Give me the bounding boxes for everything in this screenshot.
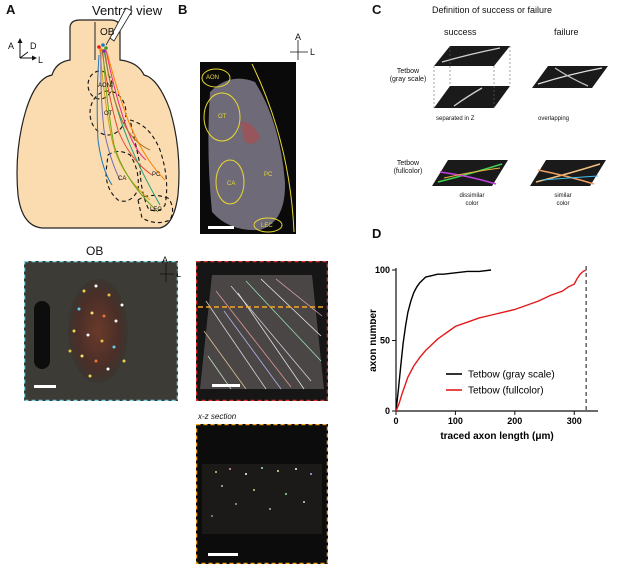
row-gray-label: Tetbow (gray scale) [382,68,434,83]
axon-length-chart: 0 100 200 300 0 50 100 traced axon length (μm) a… [370,265,598,442]
caption-overlapping: overlapping [538,116,570,122]
injection-pipette [105,7,133,46]
panel-a-letter: A [6,2,16,17]
compass-a-d-l [17,38,37,61]
row-full-label-line2: (fullcolor) [393,167,423,175]
panel-c-letter: C [372,2,382,17]
panel-b-letter: B [178,2,188,17]
region-aon: AON [98,83,112,89]
y-tick-label-100: 100 [375,265,390,275]
compass-l-label: L [38,55,44,65]
xz-signal-speckle [202,464,322,534]
xz-section-image [196,424,328,564]
ob-label: OB [100,27,115,38]
caption-similar: similar color [543,193,583,207]
y-axis-label: axon number [370,309,379,372]
ob-glomeruli-dots [68,284,126,378]
axon-volume-image [196,261,328,401]
caption-similar-line2: color [556,201,570,207]
compass-b-a: A [295,32,302,42]
compass-b-l: L [310,47,316,57]
slice-ca: CA [227,181,236,187]
slice-ot: OT [218,114,227,120]
brain-outline [16,19,180,229]
volume-fibers [203,278,323,390]
x-tick-label-0: 0 [393,416,398,426]
brain-schematic [16,7,180,229]
panel-c-title: Definition of success or failure [432,5,553,15]
slice-lec: LEC [261,223,273,229]
xz-section-label: x-z section [198,412,237,421]
row-gray-label-line1: Tetbow [396,68,420,75]
compass-b2-a: A [162,255,169,265]
caption-dissimilar-line2: color [465,201,479,207]
x-axis-label: traced axon length (μm) [440,431,553,442]
compass-a-label: A [8,41,15,51]
series-line-0 [395,269,492,412]
series-line-1 [395,269,587,412]
legend-label-1: Tetbow (fullcolor) [468,386,544,397]
slice-aon: AON [206,75,220,81]
caption-similar-line1: similar [554,193,572,199]
compass-b-top [290,40,308,60]
axon-fibers [96,49,166,213]
slice-region-outlines [201,63,295,233]
row-gray-label-line2: (gray scale) [389,75,427,83]
caption-separated: separated in Z [436,116,475,122]
legend-label-0: Tetbow (gray scale) [468,370,555,381]
row-full-label: Tetbow (fullcolor) [382,160,434,175]
row-full-label-line1: Tetbow [396,160,420,167]
caption-dissimilar-line1: dissimilar [459,193,485,199]
region-pc: PC [152,172,161,178]
col-success: success [444,27,477,37]
x-tick-label-300: 300 [567,416,582,426]
compass-b-mid [160,262,174,282]
gray-scale-examples [433,46,608,108]
region-lec: LEC [150,207,162,213]
x-tick-label-200: 200 [507,416,522,426]
region-ot: OT [104,111,113,117]
fullcolor-examples [432,160,606,186]
caption-dissimilar: dissimilar color [452,193,492,207]
ob-microscopy-image [24,261,178,401]
compass-d-label: D [30,41,37,51]
brain-slice-image [200,62,296,234]
region-ca: CA [118,176,127,182]
panel-d-letter: D [372,226,382,241]
compass-b2-l: L [176,269,182,279]
col-failure: failure [554,27,579,37]
ob-inset-title: OB [86,244,104,258]
y-tick-label-50: 50 [380,336,390,346]
x-tick-label-100: 100 [448,416,463,426]
slice-pc: PC [264,172,273,178]
y-tick-label-0: 0 [385,406,390,416]
